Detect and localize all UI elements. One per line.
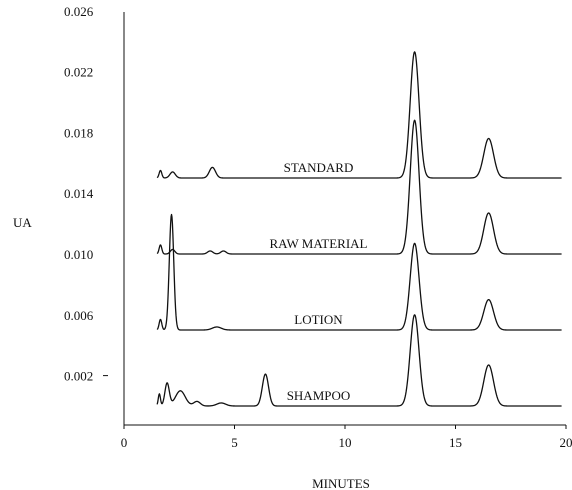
- tick-labels: 0 5 10 15 20 0.026 0.022 0.018 0.014 0.010 0.006 0.…: [64, 4, 572, 450]
- y-tick-label: 0.006: [64, 308, 94, 323]
- trace-labels: STANDARD RAW MATERIAL LOTION SHAMPOO: [269, 160, 367, 403]
- y-tick-label: 0.014: [64, 186, 94, 201]
- trace-line-standard: [156, 51, 562, 179]
- trace-label-shampoo: SHAMPOO: [287, 388, 351, 403]
- trace-line-raw-material: [156, 119, 562, 255]
- trace-label-standard: STANDARD: [284, 160, 354, 175]
- x-tick-label: 10: [339, 435, 352, 450]
- x-tick-label: 0: [121, 435, 128, 450]
- trace-label-raw-material: RAW MATERIAL: [269, 236, 367, 251]
- trace-line-lotion: [156, 213, 562, 331]
- trace-line-shampoo: [156, 314, 562, 407]
- axes: [103, 12, 567, 429]
- y-axis-title: UA: [13, 215, 32, 230]
- traces: [156, 51, 562, 407]
- x-axis-title: MINUTES: [312, 476, 370, 490]
- x-tick-label: 5: [231, 435, 238, 450]
- trace-label-lotion: LOTION: [294, 312, 343, 327]
- y-tick-label: 0.026: [64, 4, 94, 19]
- y-tick-label: 0.002: [64, 369, 93, 384]
- y-tick-label: 0.010: [64, 247, 93, 262]
- y-tick-label: 0.018: [64, 125, 93, 140]
- x-tick-label: 20: [560, 435, 572, 450]
- y-tick-label: 0.022: [64, 65, 93, 80]
- x-tick-label: 15: [449, 435, 462, 450]
